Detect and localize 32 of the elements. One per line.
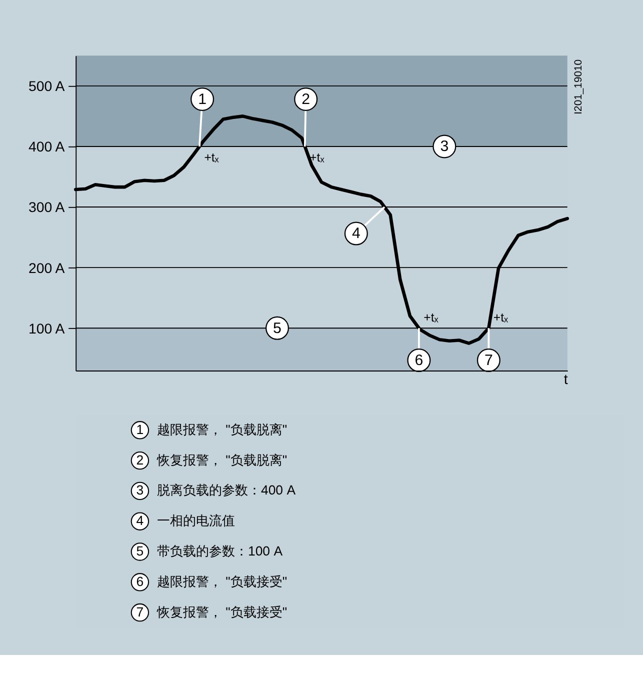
text: 恢复报警， "负载接受" [156, 604, 288, 620]
text: 5 [136, 544, 144, 559]
text: 6 [136, 574, 144, 589]
annotation: 7 [484, 352, 493, 370]
annotation: +tₓ [424, 310, 440, 325]
y-tick-label: 400 A [28, 140, 66, 156]
y-tick-label: 200 A [28, 260, 66, 277]
annotation: 6 [414, 352, 424, 370]
text: 脱离负载的参数：400 A [156, 482, 296, 498]
y-tick-label: 500 A [28, 79, 66, 96]
text: 3 [136, 482, 144, 498]
y-tick-label: 300 A [28, 200, 66, 216]
band-label: 3 [440, 138, 449, 156]
annotation: 2 [302, 90, 310, 108]
text: 越限报警， "负载脱离" [156, 422, 288, 437]
text: 2 [136, 452, 144, 468]
annotation: +tₓ [310, 150, 326, 165]
annotation: +tₓ [493, 310, 509, 325]
text: I201_19010 [574, 59, 585, 114]
text: 带负载的参数：100 A [156, 544, 283, 559]
annotation: 1 [198, 90, 207, 108]
text: 7 [136, 604, 144, 620]
text: 一相的电流值 [156, 513, 235, 528]
text: 恢复报警， "负载脱离" [156, 452, 288, 468]
text: 越限报警， "负载接受" [156, 574, 288, 589]
text: 1 [136, 422, 144, 437]
annotation: 4 [352, 225, 360, 242]
x-axis-title: t [564, 372, 568, 388]
text: 4 [136, 513, 144, 528]
annotation: +tₓ [204, 150, 220, 165]
y-tick-label: 100 A [28, 321, 66, 338]
band-label: 5 [273, 320, 282, 337]
